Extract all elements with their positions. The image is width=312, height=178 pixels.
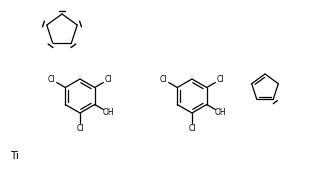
Text: Cl: Cl [188,124,196,133]
Text: Cl: Cl [105,75,112,84]
Text: Ti: Ti [10,151,19,161]
Text: OH: OH [214,108,226,117]
Text: Cl: Cl [217,75,224,84]
Text: OH: OH [102,108,114,117]
Text: Cl: Cl [160,75,168,84]
Text: Cl: Cl [48,75,56,84]
Text: Cl: Cl [76,124,84,133]
